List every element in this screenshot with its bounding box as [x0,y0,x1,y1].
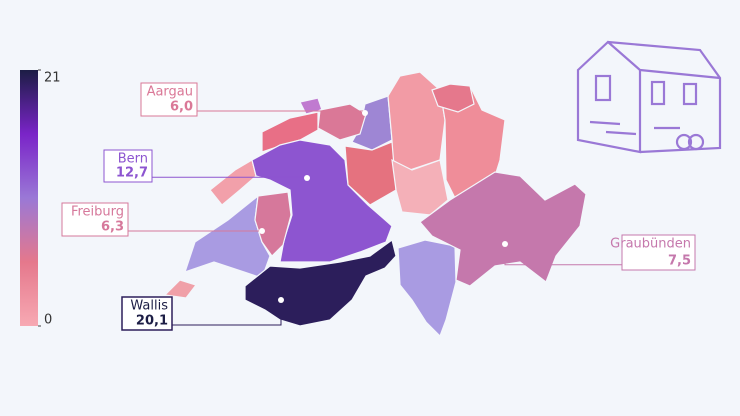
other-cantons [163,71,506,338]
region [317,103,367,141]
region-name: Freiburg [71,205,124,220]
callout-line [172,300,282,326]
callout-dot [278,297,284,303]
canton-shape [163,279,198,299]
callout-box [103,149,153,183]
callout-box [140,82,198,117]
canton-shape [391,158,449,216]
region-name: Aargau [147,85,193,100]
region-value: 6,3 [101,220,124,235]
window [594,74,612,102]
colorbar-label: 21 [44,71,61,86]
colorbar [20,70,38,326]
region-value: 6,0 [170,100,193,115]
callout-box [621,234,696,271]
canton-shape [387,71,446,171]
speed-lines [589,120,680,136]
callout-dot [304,175,310,181]
canton-shape [431,83,475,113]
region-value: 7,5 [668,254,691,269]
callout-line [504,244,622,266]
wheel [687,133,705,151]
window [682,82,698,106]
callout-box [121,296,173,331]
canton-shape [261,111,319,153]
region-value: 12,7 [116,166,148,181]
canton-shape [397,239,457,338]
callout-dot [259,228,265,234]
region-name: Bern [118,152,148,167]
house-icon [576,40,722,154]
callout-box [61,202,129,237]
region [244,238,397,327]
region-name: Graubünden [610,237,691,252]
window [650,80,666,106]
region-name: Wallis [130,299,168,314]
callout-dot [362,110,368,116]
callout-dot [502,241,508,247]
region-value: 20,1 [136,314,168,329]
region [254,191,292,257]
wheel [675,133,693,151]
colorbar-label: 0 [44,313,52,328]
region [419,171,587,287]
